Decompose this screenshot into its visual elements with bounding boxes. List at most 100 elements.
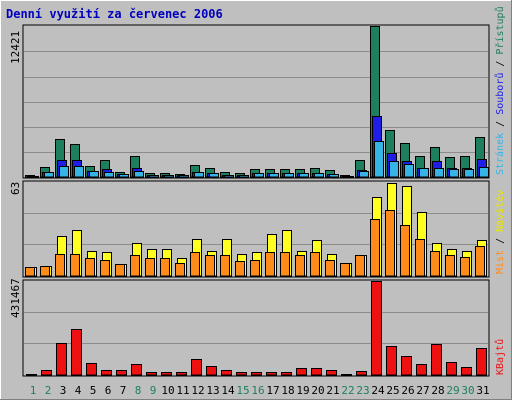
requests-bar-2-day-28: [434, 168, 444, 178]
traffic-bar-0-day-1: [26, 374, 37, 376]
traffic-bar-0-day-13: [206, 366, 217, 376]
requests-bar-2-day-30: [464, 169, 474, 178]
requests-bar-2-day-15: [239, 175, 249, 178]
x-tick-label-day-24: 24: [371, 384, 385, 397]
x-tick-label-day-9: 9: [150, 384, 157, 397]
visitors-bar-1-day-2: [40, 266, 50, 277]
requests-bar-2-day-29: [449, 169, 459, 178]
traffic-bar-0-day-11: [176, 372, 187, 376]
traffic-bar-0-day-23: [356, 371, 367, 376]
visitors-bar-1-day-9: [145, 258, 155, 277]
x-tick-label-day-3: 3: [60, 384, 67, 397]
x-tick-label-day-8: 8: [135, 384, 142, 397]
requests-legend: Stránek / Souborů / Přístupů: [494, 6, 506, 175]
visitors-bar-1-day-18: [280, 252, 290, 277]
traffic-bar-0-day-16: [251, 372, 262, 376]
requests-ymax-label: 12421: [9, 31, 22, 64]
visitors-bar-1-day-17: [265, 252, 275, 277]
x-tick-label-day-21: 21: [326, 384, 339, 397]
visitors-bar-1-day-19: [295, 255, 305, 277]
visitors-bar-1-day-1: [25, 267, 35, 277]
requests-bar-2-day-23: [359, 171, 369, 178]
traffic-bar-0-day-26: [401, 356, 412, 376]
requests-bar-2-day-17: [269, 173, 279, 178]
requests-bar-2-day-16: [254, 173, 264, 178]
x-tick-label-day-27: 27: [416, 384, 429, 397]
visitors-bar-1-day-14: [220, 255, 230, 277]
requests-bar-2-day-7: [119, 174, 129, 178]
visitors-bar-1-day-4: [70, 254, 80, 277]
traffic-bar-0-day-9: [146, 372, 157, 376]
x-tick-label-day-18: 18: [281, 384, 294, 397]
requests-bar-2-day-11: [179, 175, 189, 178]
requests-bar-2-day-1: [29, 176, 39, 178]
x-tick-label-day-5: 5: [90, 384, 97, 397]
traffic-bar-0-day-28: [431, 344, 442, 376]
requests-bar-2-day-8: [134, 171, 144, 178]
visitors-bar-1-day-23: [355, 255, 365, 277]
x-tick-label-day-30: 30: [461, 384, 474, 397]
visitors-bar-1-day-26: [400, 225, 410, 277]
traffic-bar-0-day-22: [341, 374, 352, 376]
visitors-ymax-label: 63: [9, 182, 22, 195]
visitors-bar-1-day-12: [190, 252, 200, 277]
visitors-bar-1-day-13: [205, 255, 215, 277]
legend-visits: Návštěv: [494, 190, 506, 232]
traffic-bar-0-day-6: [101, 370, 112, 376]
visitors-bar-1-day-6: [100, 260, 110, 277]
x-tick-label-day-15: 15: [236, 384, 249, 397]
legend-sep-3: /: [495, 232, 506, 250]
traffic-legend: KBajtů: [494, 339, 506, 375]
x-tick-label-day-19: 19: [296, 384, 309, 397]
traffic-bar-0-day-5: [86, 363, 97, 376]
requests-bar-2-day-13: [209, 173, 219, 178]
visitors-bar-1-day-3: [55, 254, 65, 277]
traffic-bar-0-day-10: [161, 372, 172, 376]
requests-bar-2-day-24: [374, 141, 384, 178]
visitors-bar-1-day-16: [250, 260, 260, 277]
requests-bar-2-day-18: [284, 173, 294, 178]
x-tick-label-day-6: 6: [105, 384, 112, 397]
x-tick-label-day-12: 12: [191, 384, 204, 397]
traffic-bar-0-day-8: [131, 364, 142, 376]
requests-bar-2-day-5: [89, 171, 99, 178]
traffic-bar-0-day-15: [236, 372, 247, 376]
visitors-bar-1-day-27: [415, 239, 425, 277]
visitors-bar-1-day-31: [475, 246, 485, 277]
bar-layer: [25, 26, 489, 376]
legend-files: Souborů: [494, 73, 506, 115]
traffic-bar-0-day-24: [371, 281, 382, 376]
legend-pages: Stránek: [494, 133, 506, 175]
visitors-bar-1-day-7: [115, 264, 125, 277]
requests-bar-2-day-22: [344, 176, 354, 178]
x-tick-label-day-10: 10: [161, 384, 174, 397]
traffic-bar-0-day-27: [416, 364, 427, 376]
visitors-bar-1-day-21: [325, 260, 335, 277]
traffic-bar-0-day-2: [41, 370, 52, 376]
traffic-bar-0-day-12: [191, 359, 202, 376]
requests-bar-2-day-6: [104, 172, 114, 178]
traffic-bar-0-day-29: [446, 362, 457, 376]
traffic-bar-0-day-7: [116, 370, 127, 376]
x-axis-labels: 1 2 3 4 5 6 7 8 9 10 11 12 13 14 15 16 17 18 19 20 21 22 23 24 2…: [30, 384, 490, 397]
legend-sep-2: /: [495, 55, 506, 73]
traffic-bar-0-day-21: [326, 370, 337, 376]
visitors-bar-1-day-29: [445, 255, 455, 277]
x-tick-label-day-26: 26: [401, 384, 414, 397]
requests-bar-2-day-14: [224, 175, 234, 178]
requests-bar-2-day-19: [299, 173, 309, 178]
x-tick-label-day-17: 17: [266, 384, 279, 397]
x-tick-label-day-2: 2: [45, 384, 52, 397]
visitors-bar-1-day-20: [310, 252, 320, 277]
requests-bar-2-day-27: [419, 168, 429, 178]
visitors-bar-1-day-22: [340, 263, 350, 277]
x-tick-label-day-14: 14: [221, 384, 235, 397]
visitors-bar-1-day-5: [85, 258, 95, 277]
x-tick-label-day-23: 23: [356, 384, 369, 397]
traffic-bar-0-day-30: [461, 367, 472, 376]
visitors-legend: Míst / Návštěv: [494, 190, 506, 274]
legend-sites: Míst: [494, 250, 506, 274]
traffic-bar-0-day-14: [221, 370, 232, 376]
x-tick-label-day-4: 4: [75, 384, 82, 397]
requests-bar-2-day-12: [194, 172, 204, 178]
